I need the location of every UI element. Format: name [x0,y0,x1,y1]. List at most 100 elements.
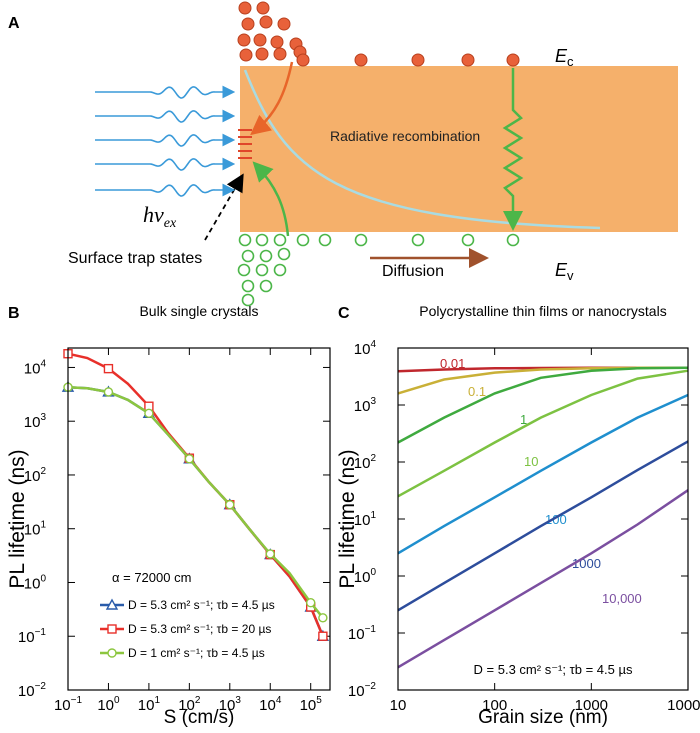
tick-base: 10 [24,468,41,485]
x-tick-label: 100 [97,695,120,714]
series-line [397,440,689,612]
x-tick-label: 10−1 [54,695,83,714]
tick-base: 10 [97,697,114,714]
band-label: Ec [555,46,574,69]
symbol: hv [143,202,164,227]
legend-marker [107,648,117,658]
chart: C Polycrystalline thin films or nanocryst… [336,303,700,728]
series-line [67,385,324,619]
legend-title: α = 72000 cm [112,570,191,585]
band-region [240,66,678,232]
diffusion-label: Diffusion [382,263,444,280]
hole [277,247,291,261]
y-tick-label: 10−1 [348,624,377,643]
series-label: 1 [520,412,527,427]
hole [411,233,425,247]
marker [306,598,316,608]
y-tick-label: 102 [354,453,377,472]
tick-base: 10 [354,512,371,529]
excitation-label: hvex [143,202,177,231]
x-tick-label: 1000 [575,697,608,714]
tick-base: 10 [18,683,35,700]
wave [95,85,236,99]
tick-exp: 4 [370,339,376,350]
electron [239,48,253,62]
x-axis-label: S (cm/s) [164,707,235,728]
y-tick-label: 10−2 [348,681,377,700]
hole [259,279,273,293]
tick-base: 10 [354,569,371,586]
x-tick-label: 102 [178,695,201,714]
electron [273,47,287,61]
marker [103,363,114,374]
x-axis-label: Grain size (nm) [478,707,608,728]
tick-exp: 4 [276,695,282,706]
recombination-label: Radiative recombination [330,128,480,144]
tick-exp: 3 [40,412,46,423]
y-tick-label: 103 [24,412,47,431]
y-tick-label: 104 [24,358,47,377]
plot-frame [397,347,689,691]
electron [259,15,273,29]
marker [144,408,154,419]
panel-a: A Ec Ev Radiative recombination hvex Sur… [8,1,678,307]
electron [270,35,284,49]
electron [296,53,310,67]
trap-states [238,129,252,159]
legend-marker [105,598,119,610]
series-label: 10 [524,454,538,469]
hole [273,233,287,247]
chart: B Bulk single crystals S (cm/s) PL lifetime… [6,303,331,728]
electron [255,47,269,61]
tick-exp: 0 [370,567,376,578]
panel-label: A [8,15,20,32]
tick-base: 10 [348,626,365,643]
y-tick-label: 102 [24,466,47,485]
hole [237,263,251,277]
series-line [397,369,689,498]
tick-base: 10 [219,697,236,714]
x-tick-label: 103 [219,695,242,714]
tick-base: 10 [354,398,371,415]
subscript: ex [164,216,177,231]
tick-base: 10 [24,575,41,592]
x-tick-label: 105 [300,695,323,714]
panel-label: B [8,305,20,322]
tick-exp: 0 [40,573,46,584]
tick-exp: 3 [370,396,376,407]
hole [241,249,255,263]
hole [259,249,273,263]
electron [256,1,270,15]
series-label: 10,000 [602,591,642,606]
y-tick-label: 101 [24,520,47,539]
hole [273,263,287,277]
tick-exp: −1 [365,624,377,635]
tick-exp: 3 [235,695,241,706]
tick-exp: 2 [370,453,376,464]
y-tick-label: 10−1 [18,627,47,646]
legend-marker [107,624,117,634]
capture-arrow [252,161,290,237]
hole [296,233,310,247]
electron [506,53,520,67]
y-tick-label: 10−2 [18,681,47,700]
electron [253,33,267,47]
series-label: 0.1 [468,384,486,399]
panel-label: C [338,305,350,322]
y-tick-label: 101 [354,510,377,529]
marker [318,613,328,623]
tick-exp: 1 [154,695,160,706]
tick-base: 10 [354,455,371,472]
tick-exp: −1 [35,627,47,638]
tick-base: 10 [178,697,195,714]
hole [255,233,269,247]
carrier-profile [243,69,601,230]
excitation-waves [95,85,236,197]
legend-label: D = 5.3 cm² s⁻¹; τb = 20 µs [128,622,271,636]
band-label: Ev [555,260,574,283]
x-tick-label: 10000 [667,697,700,714]
tick-exp: 0 [114,695,120,706]
electron [411,53,425,67]
symbol: E [555,46,568,66]
